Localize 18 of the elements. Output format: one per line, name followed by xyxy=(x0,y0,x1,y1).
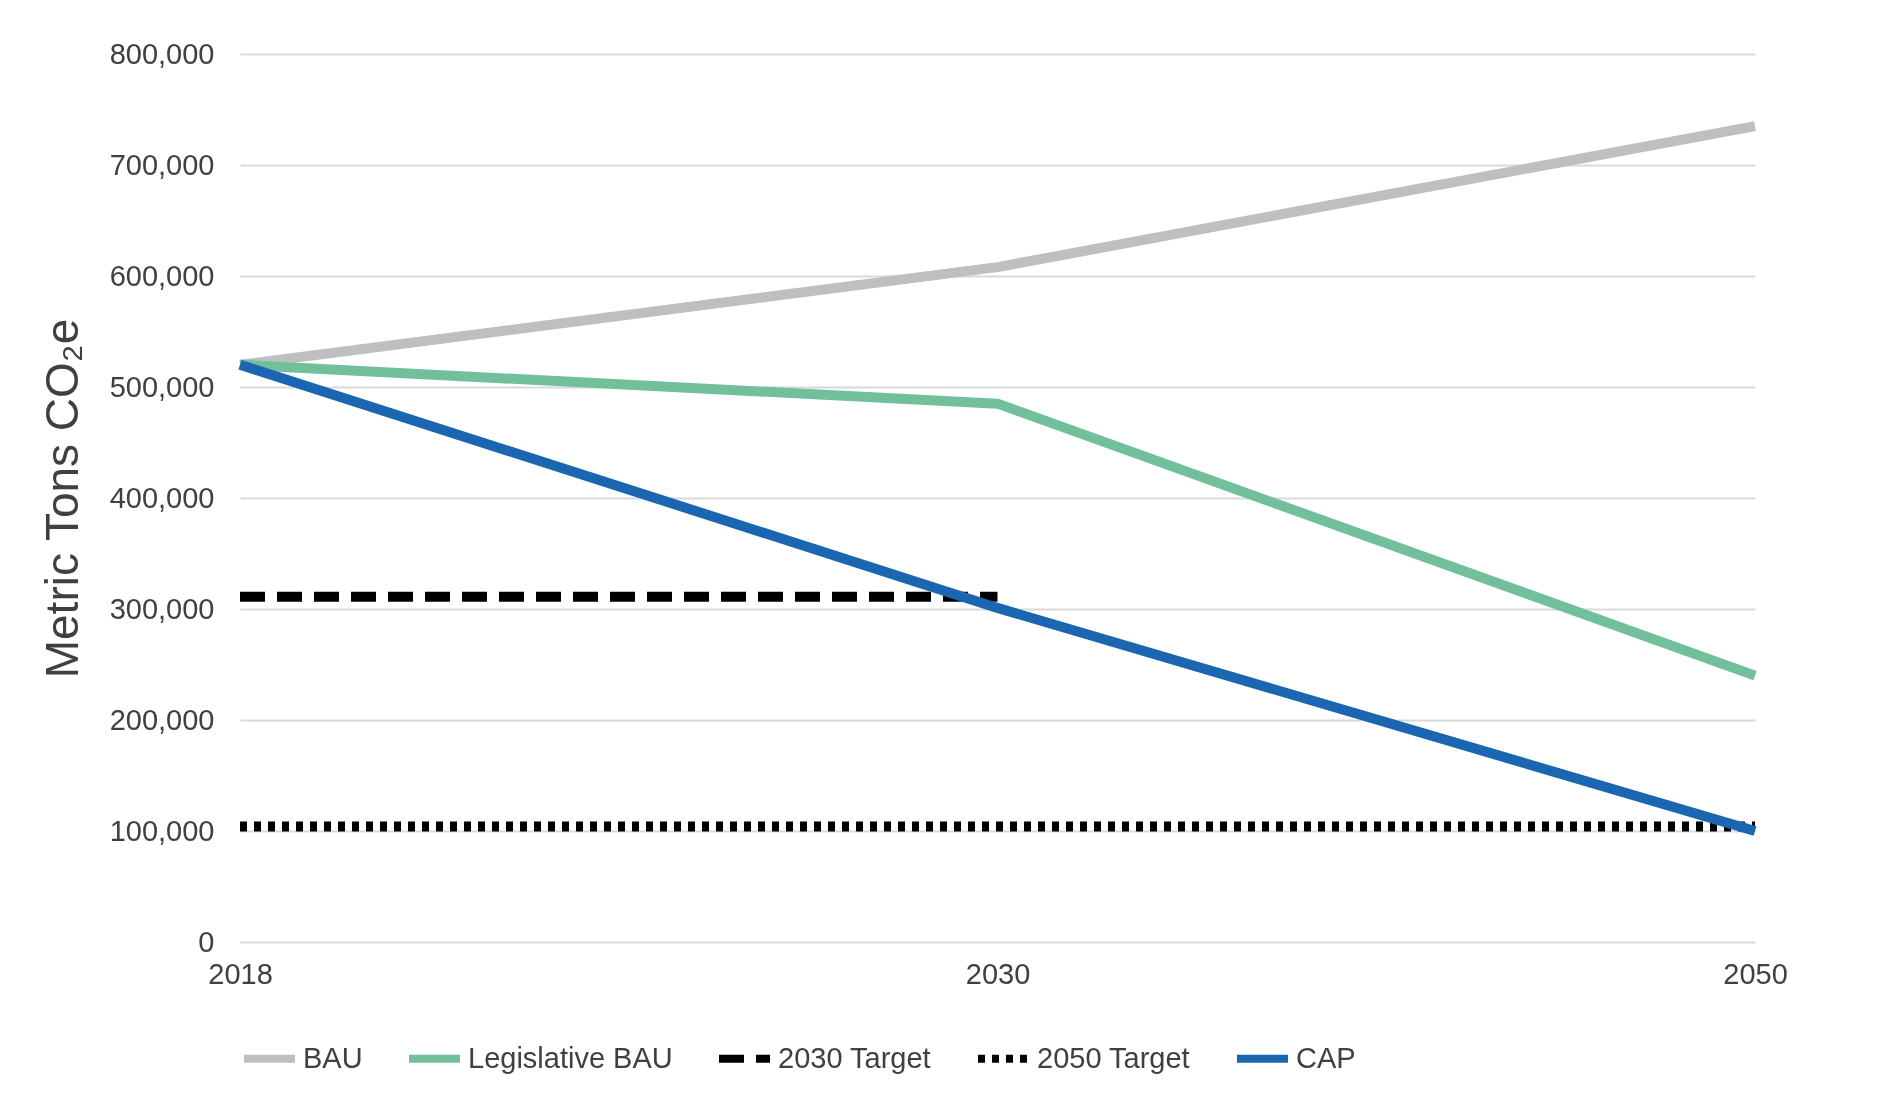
y-tick-label: 100,000 xyxy=(109,814,215,847)
legend-label: BAU xyxy=(303,1041,363,1074)
legend-label: Legislative BAU xyxy=(468,1041,673,1074)
x-tick-label: 2030 xyxy=(965,957,1031,990)
y-tick-label: 300,000 xyxy=(109,592,215,625)
x-tick-label: 2018 xyxy=(208,957,273,990)
y-tick-label: 400,000 xyxy=(109,481,215,514)
x-tick-label: 2050 xyxy=(1723,957,1788,990)
legend-label: 2030 Target xyxy=(778,1041,931,1074)
legend-label: CAP xyxy=(1296,1041,1356,1074)
legend-label: 2050 Target xyxy=(1037,1041,1190,1074)
y-axis-title: Metric Tons CO₂e xyxy=(35,318,88,679)
y-tick-label: 700,000 xyxy=(109,148,215,181)
y-tick-label: 800,000 xyxy=(109,37,215,70)
y-tick-label: 200,000 xyxy=(109,703,215,736)
y-tick-label: 600,000 xyxy=(109,259,215,292)
y-tick-label: 0 xyxy=(198,925,215,958)
y-tick-label: 500,000 xyxy=(109,370,215,403)
